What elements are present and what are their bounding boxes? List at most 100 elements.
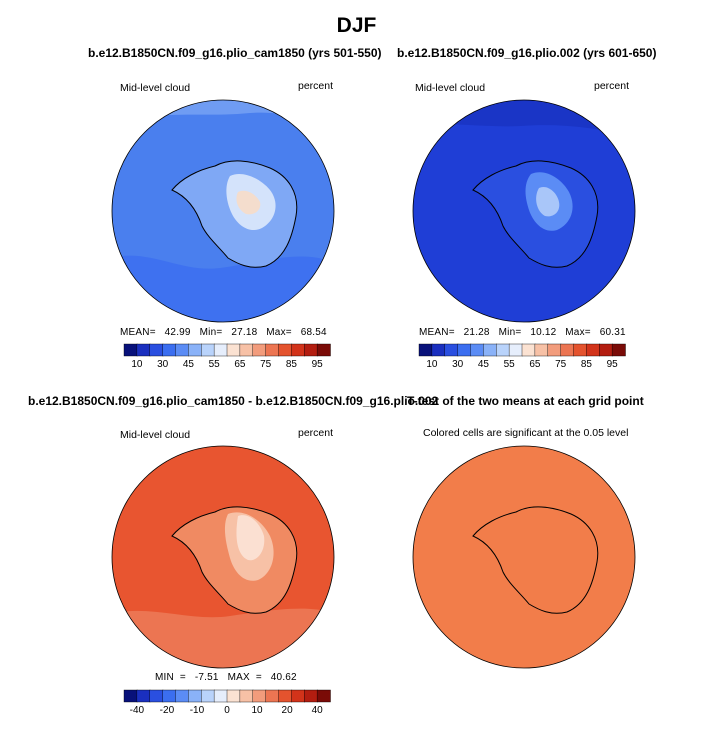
colorbar-tick-label: 65: [529, 359, 541, 370]
colorbar-cell: [188, 343, 202, 357]
panel-title-bottom-right: T-test of the two means at each grid poi…: [407, 394, 644, 408]
colorbar-cell: [291, 689, 305, 703]
colorbar-cell: [470, 343, 485, 357]
colorbar-tick-label: 30: [452, 359, 464, 370]
variable-label-top-right: Mid-level cloud: [415, 82, 486, 94]
colorbar-cell: [188, 689, 202, 703]
colorbar-cell: [483, 343, 497, 357]
coastline: [171, 160, 298, 268]
map-bottom-left: [111, 445, 335, 669]
colorbar-cell: [547, 343, 562, 357]
colorbar-cell: [136, 343, 151, 357]
colorbar-cell: [316, 343, 331, 357]
colorbar-tick-label: 10: [131, 359, 143, 370]
colorbar-cell: [252, 343, 267, 357]
colorbar-tick-label: 45: [477, 359, 489, 370]
colorbar-cell: [226, 689, 241, 703]
colorbar-cell: [508, 343, 523, 357]
colorbar-tick-label: 45: [182, 359, 194, 370]
colorbar-bottom-left: [123, 689, 331, 703]
colorbar-cell: [136, 689, 151, 703]
colorbar-cell: [611, 343, 626, 357]
colorbar-tick-label: 55: [208, 359, 220, 370]
stats-top-right: MEAN= 21.28 Min= 10.12 Max= 60.31: [419, 327, 626, 338]
plateau-peak: [536, 186, 560, 217]
colorbar-cell: [213, 689, 228, 703]
panel-title-top-right: b.e12.B1850CN.f09_g16.plio.002 (yrs 601-…: [397, 46, 657, 60]
colorbar-labels-top-left: 10 30 45 55 65 75 85 95: [124, 359, 330, 371]
colorbar-tick-label: 40: [311, 705, 323, 716]
colorbar-tick-label: -40: [129, 705, 145, 716]
colorbar-top-left: [123, 343, 331, 357]
coastline: [472, 160, 599, 268]
colorbar-cell: [252, 689, 267, 703]
colorbar-tick-label: 65: [234, 359, 246, 370]
colorbar-cell: [149, 343, 164, 357]
variable-label-bottom-left: Mid-level cloud: [120, 429, 191, 441]
colorbar-cell: [444, 343, 459, 357]
colorbar-cell: [226, 343, 241, 357]
colorbar-cell: [496, 343, 510, 357]
colorbar-cell: [304, 689, 318, 703]
colorbar-cell: [239, 343, 254, 357]
units-label-bottom-left: percent: [298, 427, 334, 439]
colorbar-cell: [431, 343, 446, 357]
colorbar-cell: [201, 689, 215, 703]
colorbar-tick-label: -20: [159, 705, 175, 716]
colorbar-cell: [291, 343, 305, 357]
subtitle-bottom-right: Colored cells are significant at the 0.0…: [423, 427, 629, 439]
colorbar-cell: [586, 343, 600, 357]
colorbar-tick-label: 10: [251, 705, 263, 716]
colorbar-tick-label: 55: [503, 359, 515, 370]
colorbar-cell: [123, 689, 138, 703]
colorbar-cell: [573, 343, 588, 357]
colorbar-cell: [239, 689, 254, 703]
units-label-top-left: percent: [298, 80, 334, 92]
colorbar-cell: [175, 343, 190, 357]
colorbar-tick-label: 85: [285, 359, 297, 370]
colorbar-cell: [213, 343, 228, 357]
coastline: [171, 506, 298, 614]
colorbar-cell: [265, 343, 280, 357]
map-top-left: [111, 99, 335, 323]
colorbar-cell: [599, 343, 613, 357]
colorbar-cell: [265, 689, 280, 703]
cloud-band-south: [112, 608, 334, 668]
colorbar-tick-label: 30: [157, 359, 169, 370]
colorbar-cell: [560, 343, 575, 357]
stats-top-left: MEAN= 42.99 Min= 27.18 Max= 68.54: [120, 327, 327, 338]
colorbar-tick-label: 95: [606, 359, 618, 370]
colorbar-tick-label: 85: [580, 359, 592, 370]
significance-fill: [413, 446, 635, 668]
colorbar-cell: [278, 689, 293, 703]
panel-title-top-left: b.e12.B1850CN.f09_g16.plio_cam1850 (yrs …: [88, 46, 382, 60]
colorbar-labels-top-right: 10 30 45 55 65 75 85 95: [419, 359, 625, 371]
colorbar-cell: [278, 343, 293, 357]
units-label-top-right: percent: [594, 80, 630, 92]
colorbar-tick-label: 75: [555, 359, 567, 370]
colorbar-cell: [149, 689, 164, 703]
colorbar-tick-label: 95: [311, 359, 323, 370]
panel-title-bottom-left: b.e12.B1850CN.f09_g16.plio_cam1850 - b.e…: [28, 394, 439, 408]
colorbar-tick-label: -10: [189, 705, 205, 716]
colorbar-cell: [201, 343, 215, 357]
stats-bottom-left: MIN = -7.51 MAX = 40.62: [155, 672, 297, 683]
map-bottom-right: [412, 445, 636, 669]
figure-title: DJF: [336, 14, 377, 37]
colorbar-cell: [123, 343, 138, 357]
colorbar-cell: [316, 689, 331, 703]
colorbar-tick-label: 20: [281, 705, 293, 716]
colorbar-cell: [304, 343, 318, 357]
colorbar-cell: [162, 689, 177, 703]
colorbar-labels-bottom-left: -40 -20 -10 0 10 20 40: [124, 705, 330, 717]
colorbar-cell: [457, 343, 472, 357]
colorbar-cell: [521, 343, 536, 357]
colorbar-tick-label: 10: [426, 359, 438, 370]
colorbar-cell: [534, 343, 549, 357]
colorbar-cell: [162, 343, 177, 357]
colorbar-tick-label: 75: [260, 359, 272, 370]
colorbar-tick-label: 0: [224, 705, 230, 716]
plateau-peak: [236, 515, 265, 561]
coastline: [472, 506, 599, 614]
colorbar-top-right: [418, 343, 626, 357]
